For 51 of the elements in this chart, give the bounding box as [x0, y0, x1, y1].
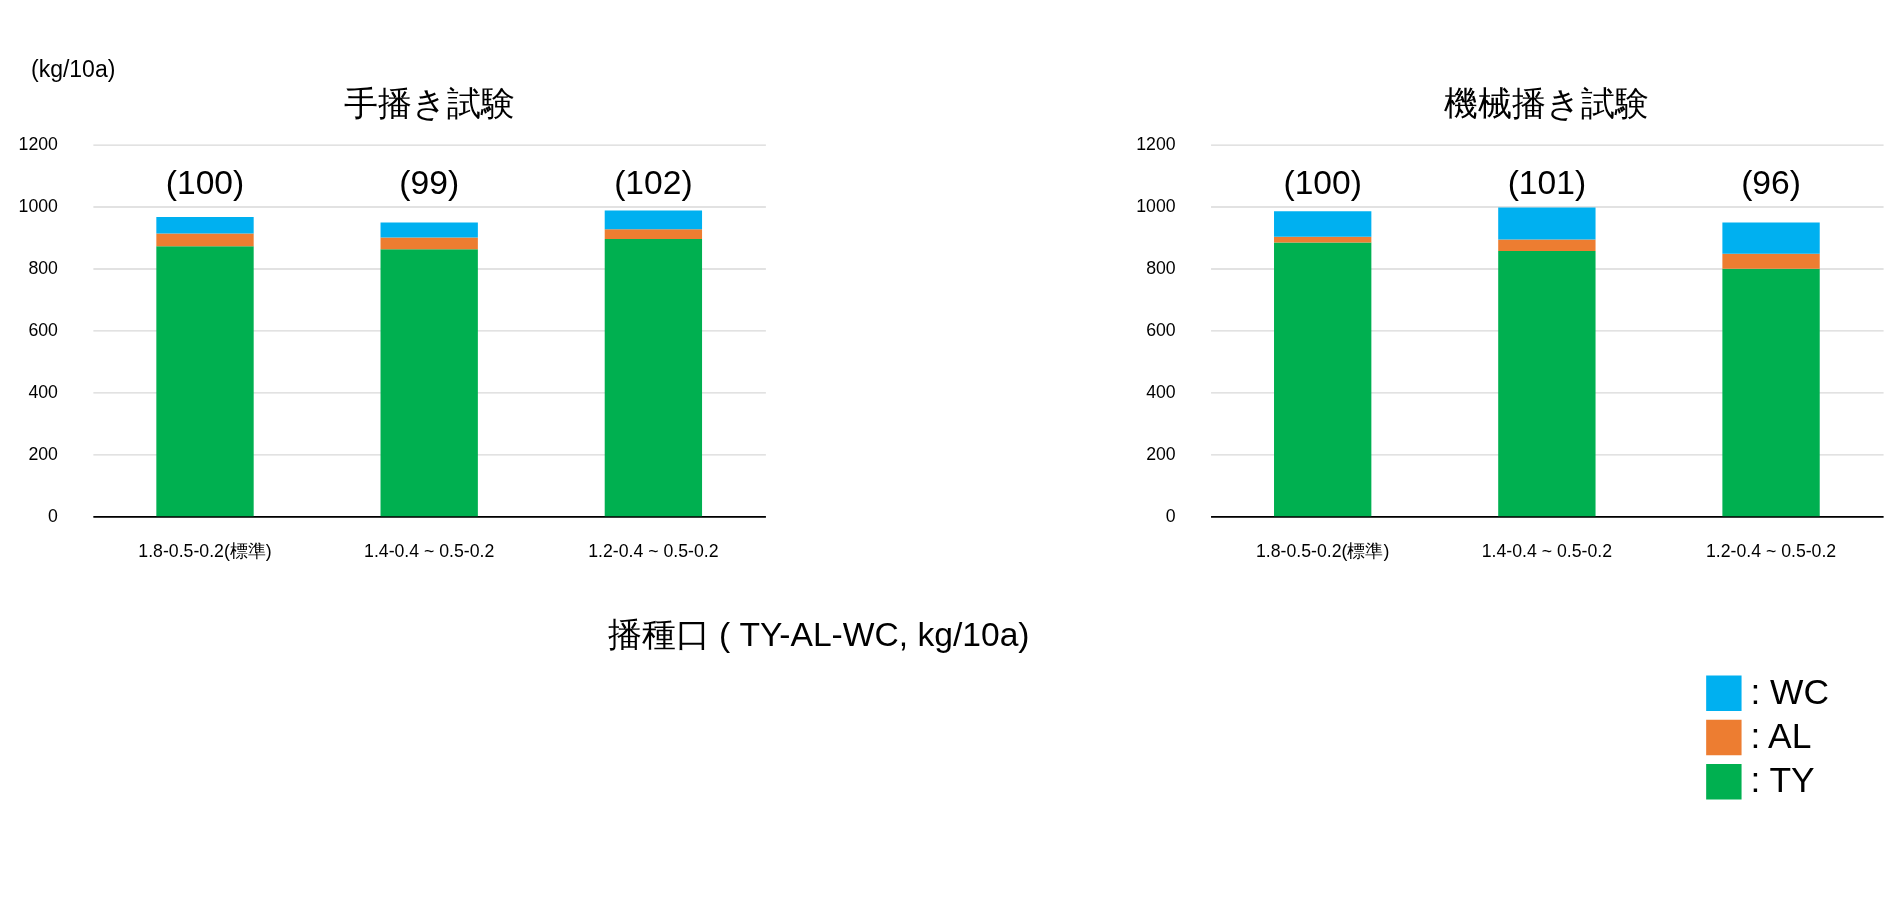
x-tick-label: 1.4-0.4 ~ 0.5-0.2 [364, 541, 495, 562]
annotation: (99) [399, 164, 460, 202]
y-tick-label: 1200 [1136, 134, 1176, 155]
bar [380, 222, 478, 238]
bar [1498, 250, 1596, 517]
y-tick-label: 800 [1146, 258, 1176, 279]
annotation: (100) [165, 164, 245, 202]
bar [1274, 236, 1372, 243]
bar [1722, 222, 1820, 254]
y-tick-label: 0 [1165, 506, 1176, 527]
legend-label: : WC [1750, 671, 1829, 711]
y-tick-label: 1200 [18, 134, 59, 155]
y-tick-label: 400 [28, 382, 59, 403]
y-tick-label: 400 [1146, 382, 1176, 403]
bar [380, 237, 478, 250]
y-tick-label: 800 [28, 258, 59, 279]
legend-label: : AL [1750, 716, 1812, 756]
x-tick-label: 1.8-0.5-0.2(標準) [138, 541, 272, 562]
x-tick-label: 1.2-0.4 ~ 0.5-0.2 [588, 541, 719, 562]
bar [1498, 239, 1596, 251]
bar [604, 210, 703, 230]
bar [1498, 207, 1596, 240]
bar [1274, 211, 1372, 237]
annotation: (100) [1283, 164, 1362, 202]
bar [1722, 253, 1820, 269]
bar [604, 239, 703, 517]
x-tick-label: 1.2-0.4 ~ 0.5-0.2 [1705, 541, 1837, 562]
bar [156, 246, 254, 517]
annotation: (101) [1507, 164, 1587, 202]
y-tick-label: 1000 [1136, 196, 1176, 217]
bar [604, 229, 703, 240]
y-tick-label: 200 [1146, 444, 1176, 465]
bar [1722, 268, 1820, 517]
y-tick-label: 200 [28, 444, 59, 465]
annotation: (96) [1741, 164, 1801, 202]
chart-title: 機械播き試験 [1444, 84, 1650, 122]
x-tick-label: 1.4-0.4 ~ 0.5-0.2 [1481, 541, 1613, 562]
bar [1274, 242, 1372, 517]
legend-label: : TY [1750, 760, 1815, 800]
y-tick-label: 1000 [18, 196, 59, 217]
bar [156, 233, 254, 247]
bar [380, 249, 478, 517]
y-tick-label: 600 [1146, 320, 1176, 341]
x-axis-title: 播種口 ( TY-AL-WC, kg/10a) [607, 615, 1030, 653]
bar [156, 217, 254, 234]
y-tick-label: 600 [28, 320, 59, 341]
chart-title: 手播き試験 [343, 84, 515, 122]
y-tick-label: 0 [48, 506, 59, 527]
annotation: (102) [614, 164, 693, 202]
y-axis-title: (kg/10a) [30, 55, 116, 82]
x-tick-label: 1.8-0.5-0.2(標準) [1256, 541, 1390, 562]
